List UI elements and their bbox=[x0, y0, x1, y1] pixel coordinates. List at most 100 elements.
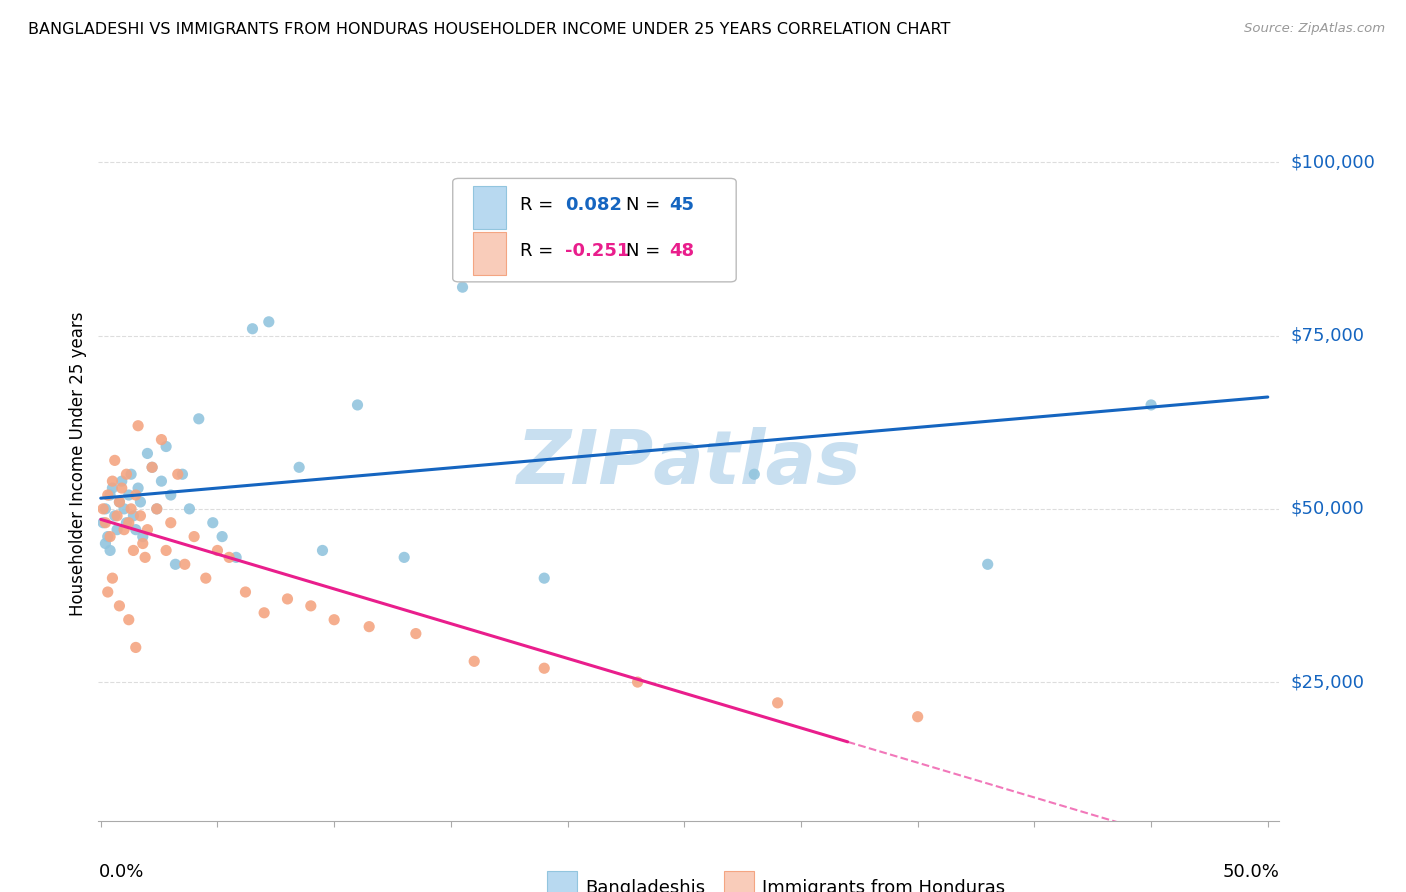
Point bbox=[91, 516, 114, 530]
Point bbox=[125, 523, 148, 537]
Text: Bangladeshis: Bangladeshis bbox=[585, 880, 706, 892]
Point bbox=[122, 543, 145, 558]
Point bbox=[155, 543, 177, 558]
Point bbox=[104, 453, 127, 467]
Point bbox=[98, 543, 121, 558]
Point bbox=[136, 523, 159, 537]
Point bbox=[359, 620, 381, 634]
Point bbox=[118, 613, 141, 627]
Text: BANGLADESHI VS IMMIGRANTS FROM HONDURAS HOUSEHOLDER INCOME UNDER 25 YEARS CORREL: BANGLADESHI VS IMMIGRANTS FROM HONDURAS … bbox=[28, 22, 950, 37]
Point bbox=[235, 585, 257, 599]
Point bbox=[907, 709, 929, 723]
Point bbox=[288, 460, 311, 475]
Point bbox=[976, 558, 998, 572]
Text: -0.251: -0.251 bbox=[565, 243, 630, 260]
Point bbox=[108, 495, 131, 509]
Point bbox=[129, 508, 152, 523]
Point bbox=[183, 530, 205, 544]
Text: R =: R = bbox=[520, 196, 560, 214]
Point bbox=[105, 508, 128, 523]
Text: $75,000: $75,000 bbox=[1291, 326, 1365, 344]
Bar bbox=[472, 186, 506, 228]
Point bbox=[105, 523, 128, 537]
Point bbox=[112, 501, 135, 516]
Point bbox=[299, 599, 322, 613]
Point bbox=[136, 446, 159, 460]
Point bbox=[257, 315, 280, 329]
Point bbox=[603, 211, 626, 225]
Point bbox=[141, 460, 163, 475]
Bar bbox=[547, 871, 576, 892]
Point bbox=[218, 550, 240, 565]
Point bbox=[211, 530, 233, 544]
Point bbox=[104, 508, 127, 523]
Point bbox=[127, 418, 149, 433]
Point bbox=[127, 481, 149, 495]
Text: N =: N = bbox=[626, 196, 666, 214]
Text: 0.082: 0.082 bbox=[565, 196, 621, 214]
Point bbox=[766, 696, 789, 710]
Point bbox=[405, 626, 427, 640]
Point bbox=[120, 501, 142, 516]
Point bbox=[122, 508, 145, 523]
Point bbox=[94, 536, 117, 550]
Point bbox=[129, 495, 152, 509]
Text: 50.0%: 50.0% bbox=[1223, 863, 1279, 881]
Point bbox=[101, 474, 124, 488]
Bar bbox=[472, 232, 506, 275]
Text: N =: N = bbox=[626, 243, 666, 260]
Point bbox=[207, 543, 229, 558]
Point bbox=[97, 530, 120, 544]
Point bbox=[101, 481, 124, 495]
Point bbox=[94, 501, 117, 516]
Text: Immigrants from Honduras: Immigrants from Honduras bbox=[762, 880, 1005, 892]
Point bbox=[173, 558, 195, 572]
Point bbox=[155, 440, 177, 454]
Point bbox=[150, 433, 173, 447]
Text: $50,000: $50,000 bbox=[1291, 500, 1364, 518]
Point bbox=[159, 488, 181, 502]
Point bbox=[451, 280, 474, 294]
Point bbox=[118, 488, 141, 502]
Point bbox=[311, 543, 333, 558]
Point bbox=[112, 523, 135, 537]
Point bbox=[146, 501, 169, 516]
Point bbox=[533, 661, 555, 675]
Text: $25,000: $25,000 bbox=[1291, 673, 1365, 691]
Point bbox=[111, 481, 134, 495]
Point bbox=[392, 550, 415, 565]
Point bbox=[150, 474, 173, 488]
Text: $100,000: $100,000 bbox=[1291, 153, 1375, 171]
Point bbox=[94, 516, 117, 530]
Point bbox=[742, 467, 765, 482]
Point bbox=[533, 571, 555, 585]
Point bbox=[120, 467, 142, 482]
Point bbox=[115, 516, 138, 530]
Text: Source: ZipAtlas.com: Source: ZipAtlas.com bbox=[1244, 22, 1385, 36]
Point bbox=[201, 516, 224, 530]
Text: 45: 45 bbox=[669, 196, 695, 214]
Point bbox=[98, 488, 121, 502]
Point bbox=[187, 412, 209, 426]
Point bbox=[132, 536, 155, 550]
Point bbox=[165, 558, 187, 572]
Text: 48: 48 bbox=[669, 243, 695, 260]
Point bbox=[225, 550, 247, 565]
Point bbox=[242, 322, 264, 336]
Point bbox=[108, 599, 131, 613]
Point bbox=[166, 467, 188, 482]
Point bbox=[125, 488, 148, 502]
Point bbox=[1140, 398, 1163, 412]
Point bbox=[132, 530, 155, 544]
FancyBboxPatch shape bbox=[453, 178, 737, 282]
Point bbox=[98, 530, 121, 544]
Point bbox=[101, 571, 124, 585]
Point bbox=[115, 467, 138, 482]
Point bbox=[146, 501, 169, 516]
Point bbox=[179, 501, 201, 516]
Point bbox=[134, 550, 156, 565]
Point bbox=[253, 606, 276, 620]
Point bbox=[97, 585, 120, 599]
Point bbox=[323, 613, 346, 627]
Point bbox=[346, 398, 368, 412]
